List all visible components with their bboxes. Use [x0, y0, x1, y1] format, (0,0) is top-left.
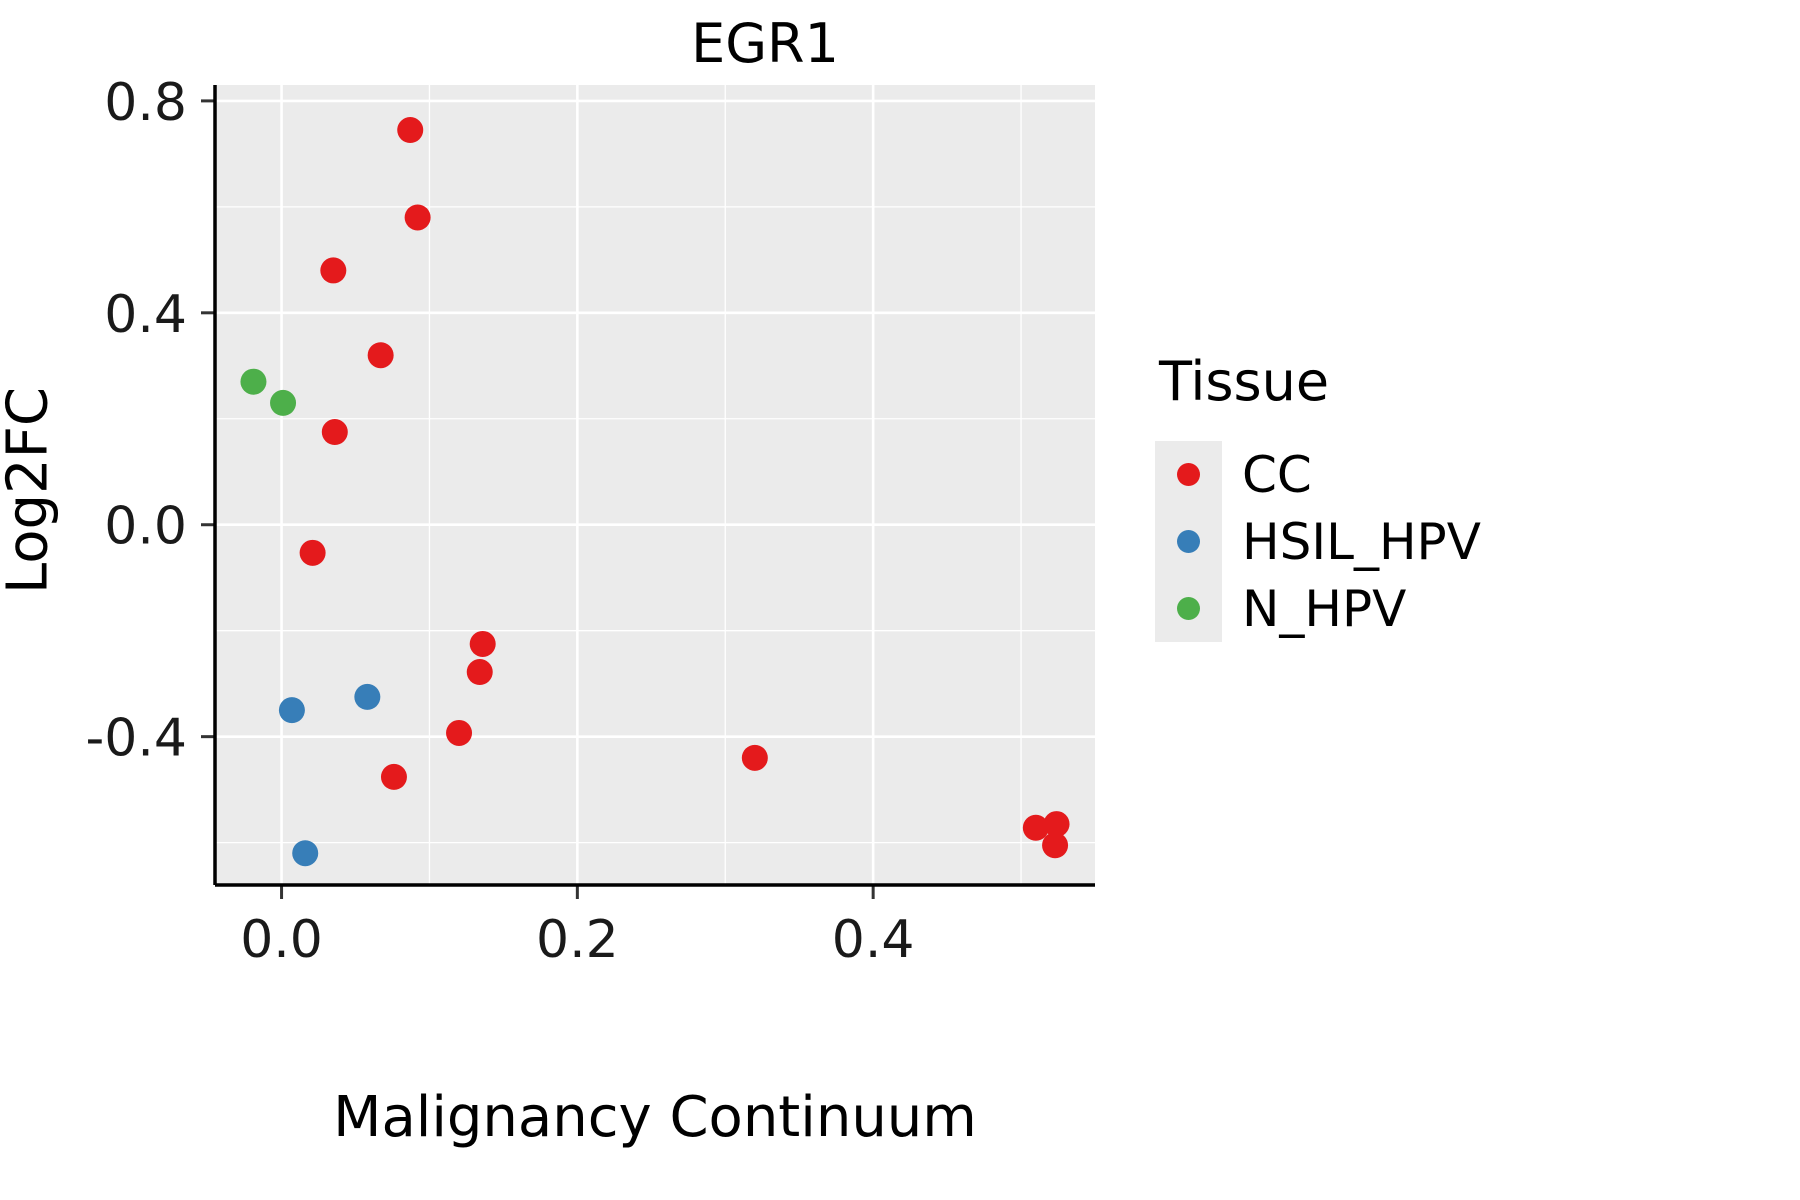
- legend-dot-n-hpv: [1177, 597, 1200, 620]
- x-tick-label: 0.4: [832, 910, 915, 970]
- data-point-CC: [367, 342, 394, 369]
- legend-dot-hsil-hpv: [1177, 530, 1200, 553]
- legend-title: Tissue: [1159, 350, 1330, 413]
- data-point-CC: [469, 630, 496, 657]
- x-tick-label: 0.0: [240, 910, 323, 970]
- data-point-N_HPV: [270, 389, 297, 416]
- data-point-CC: [466, 659, 493, 686]
- data-point-CC: [1043, 811, 1070, 838]
- legend-label-n-hpv: N_HPV: [1242, 579, 1407, 638]
- x-tick-label: 0.2: [536, 910, 619, 970]
- legend-key: [1155, 575, 1222, 642]
- data-point-HSIL_HPV: [292, 840, 319, 867]
- data-point-CC: [380, 763, 407, 790]
- legend-key: [1155, 508, 1222, 575]
- data-point-HSIL_HPV: [354, 683, 381, 710]
- data-point-CC: [404, 204, 431, 231]
- legend-dot-cc: [1177, 463, 1200, 486]
- legend-item-hsil-hpv: HSIL_HPV: [1155, 508, 1481, 575]
- y-tick-label: -0.4: [86, 709, 187, 769]
- data-point-CC: [299, 539, 326, 566]
- legend: Tissue CC HSIL_HPV N_HPV: [1155, 350, 1481, 642]
- data-point-HSIL_HPV: [278, 697, 305, 724]
- y-tick-label: 0.4: [104, 285, 187, 345]
- data-point-CC: [320, 257, 347, 284]
- data-point-CC: [397, 117, 424, 144]
- data-point-CC: [741, 744, 768, 771]
- data-point-CC: [1022, 814, 1049, 841]
- y-tick-label: 0.8: [104, 73, 187, 133]
- data-point-CC: [321, 419, 348, 446]
- legend-item-n-hpv: N_HPV: [1155, 575, 1481, 642]
- x-axis-label: Malignancy Continuum: [333, 1085, 977, 1150]
- data-point-CC: [1042, 832, 1069, 859]
- y-axis-label: Log2FC: [0, 387, 61, 594]
- data-point-CC: [446, 719, 473, 746]
- y-tick-label: 0.0: [104, 497, 187, 557]
- plot-panel: [215, 85, 1095, 885]
- legend-item-cc: CC: [1155, 441, 1481, 508]
- legend-key: [1155, 441, 1222, 508]
- legend-label-hsil-hpv: HSIL_HPV: [1242, 512, 1481, 571]
- legend-label-cc: CC: [1242, 445, 1312, 504]
- data-point-N_HPV: [240, 368, 267, 395]
- chart-title: EGR1: [691, 12, 839, 75]
